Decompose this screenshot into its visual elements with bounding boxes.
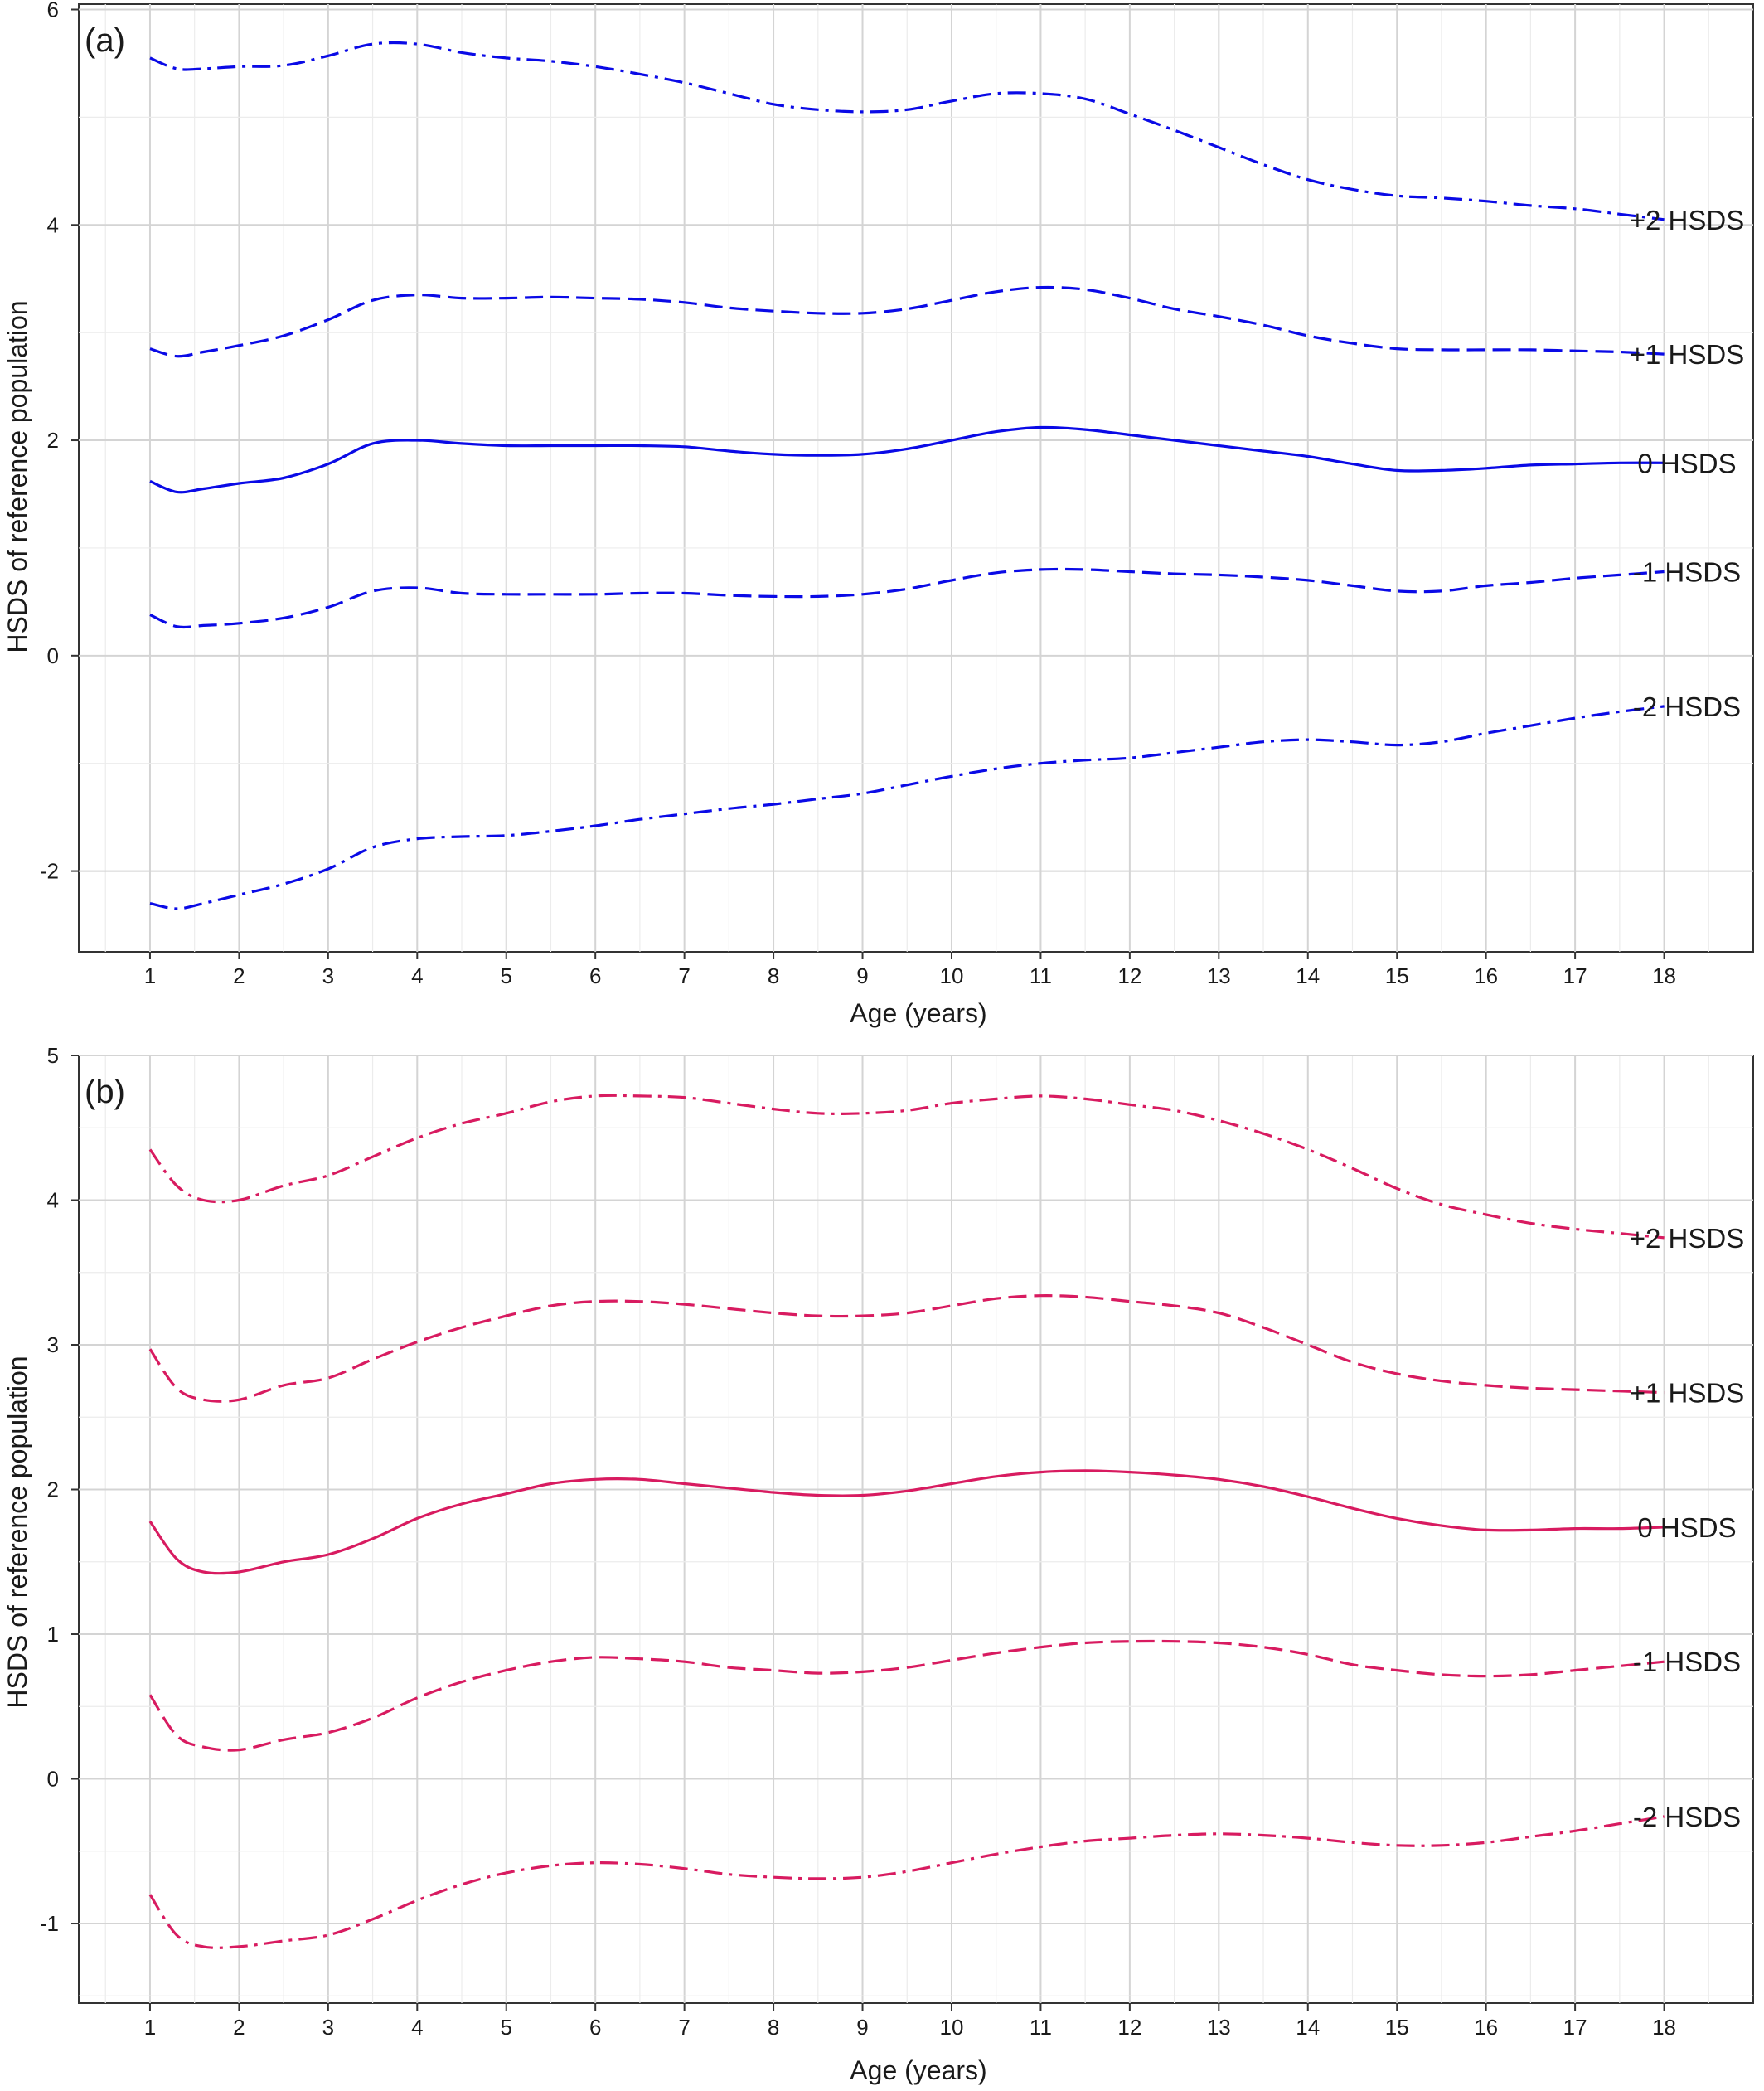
- x-tick-label: 5: [501, 2015, 512, 2040]
- x-tick-label: 11: [1030, 963, 1052, 988]
- panel-a-y-axis-title: HSDS of reference population: [2, 300, 32, 653]
- y-tick-label: 2: [47, 1477, 59, 1502]
- y-tick-label: 0: [47, 643, 59, 668]
- panel-a-grid: [79, 4, 1753, 952]
- series-label: +1 HSDS: [1630, 339, 1744, 370]
- y-tick-label: 1: [47, 1622, 59, 1647]
- x-tick-label: 15: [1385, 963, 1409, 988]
- x-tick-label: 14: [1296, 963, 1320, 988]
- panel-b-y-axis-title: HSDS of reference population: [2, 1356, 32, 1708]
- panel-a-label: (a): [85, 22, 125, 59]
- panel-a-plot-area: [78, 3, 1754, 953]
- series-line-5: [148, 1815, 1665, 1949]
- x-tick-label: 16: [1474, 2015, 1498, 2040]
- series-label: 0 HSDS: [1637, 448, 1736, 478]
- series-label: +2 HSDS: [1630, 205, 1744, 235]
- x-tick-label: 8: [768, 963, 779, 988]
- x-tick-label: 12: [1117, 2015, 1141, 2040]
- panel-a-series-labels: +2 HSDS +1 HSDS 0 HSDS -1 HSDS -2 HSDS: [1630, 205, 1744, 722]
- series-line-1: [149, 41, 1665, 221]
- series-line-2: [149, 285, 1665, 358]
- y-tick-label: -1: [40, 1911, 59, 1936]
- x-tick-label: 9: [856, 2015, 868, 2040]
- y-tick-label: 4: [47, 1188, 59, 1213]
- series-label: 0 HSDS: [1637, 1512, 1736, 1543]
- x-tick-label: 3: [322, 963, 334, 988]
- series-label: -2 HSDS: [1633, 1802, 1741, 1832]
- y-tick-label: 3: [47, 1332, 59, 1357]
- series-line-5: [149, 705, 1665, 910]
- y-tick-label: -2: [40, 859, 59, 884]
- x-tick-label: 4: [411, 963, 423, 988]
- x-tick-label: 17: [1563, 963, 1587, 988]
- x-tick-label: 16: [1474, 963, 1498, 988]
- series-line-3: [149, 425, 1665, 494]
- series-label: -2 HSDS: [1633, 691, 1741, 722]
- panel-a-series: [149, 41, 1665, 910]
- series-label: -1 HSDS: [1633, 1647, 1741, 1677]
- x-tick-label: 9: [856, 963, 868, 988]
- x-tick-label: 1: [144, 963, 156, 988]
- y-tick-label: 2: [47, 428, 59, 453]
- x-tick-label: 1: [144, 2015, 156, 2040]
- panel-b-series: [148, 1094, 1665, 1949]
- x-tick-label: 8: [768, 2015, 779, 2040]
- series-line-4: [149, 567, 1665, 629]
- x-tick-label: 12: [1117, 963, 1141, 988]
- x-tick-label: 6: [589, 963, 601, 988]
- y-tick-label: 0: [47, 1767, 59, 1792]
- x-tick-label: 15: [1385, 2015, 1409, 2040]
- panel-b-x-axis-title: Age (years): [850, 2055, 986, 2085]
- series-label: -1 HSDS: [1633, 557, 1741, 588]
- series-label: +1 HSDS: [1630, 1378, 1744, 1409]
- series-line-4: [148, 1639, 1665, 1752]
- x-tick-label: 13: [1207, 2015, 1231, 2040]
- series-line-2: [148, 1294, 1665, 1403]
- x-tick-label: 6: [589, 2015, 601, 2040]
- x-tick-label: 18: [1652, 963, 1676, 988]
- x-tick-label: 5: [501, 963, 512, 988]
- series-line-3: [148, 1469, 1665, 1575]
- x-tick-label: 17: [1563, 2015, 1587, 2040]
- x-tick-label: 14: [1296, 2015, 1320, 2040]
- x-tick-label: 2: [233, 963, 245, 988]
- series-line-1: [148, 1094, 1665, 1240]
- x-tick-label: 7: [678, 2015, 690, 2040]
- series-label: +2 HSDS: [1630, 1223, 1744, 1254]
- y-tick-label: 6: [47, 0, 59, 22]
- y-tick-label: 5: [47, 1043, 59, 1068]
- x-tick-label: 10: [940, 963, 964, 988]
- x-tick-label: 18: [1652, 2015, 1676, 2040]
- panel-b-label: (b): [85, 1074, 125, 1110]
- x-tick-label: 7: [678, 963, 690, 988]
- x-tick-label: 11: [1030, 2015, 1052, 2040]
- y-tick-label: 4: [47, 212, 59, 237]
- panel-a-x-axis-title: Age (years): [850, 998, 986, 1028]
- panel-b-series-labels: +2 HSDS +1 HSDS 0 HSDS -1 HSDS -2 HSDS: [1630, 1223, 1744, 1832]
- x-tick-label: 3: [322, 2015, 334, 2040]
- x-tick-label: 13: [1207, 963, 1231, 988]
- x-tick-label: 2: [233, 2015, 245, 2040]
- x-tick-label: 4: [411, 2015, 423, 2040]
- x-tick-label: 10: [940, 2015, 964, 2040]
